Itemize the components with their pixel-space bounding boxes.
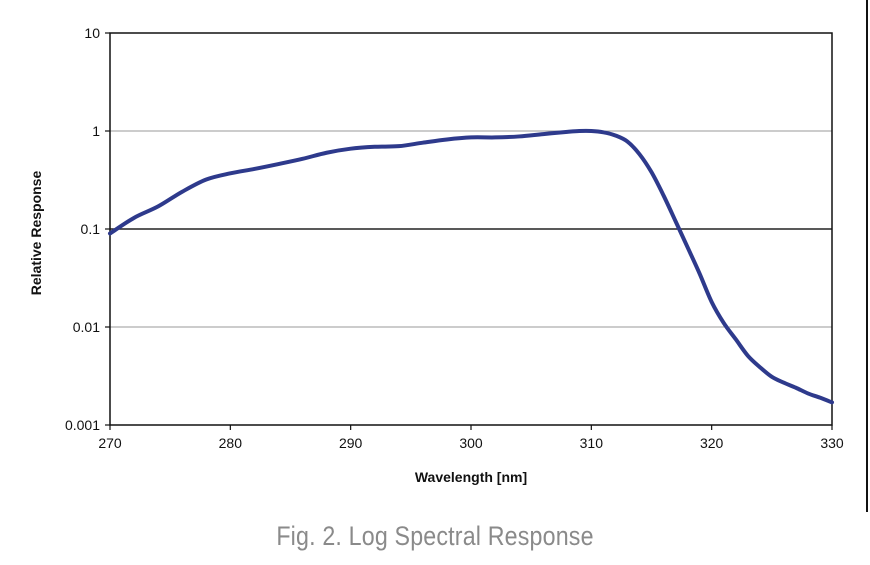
x-tick-label: 280: [219, 435, 243, 451]
y-tick-labels: 10 1 0.1 0.01 0.001: [65, 25, 110, 433]
series-line-0: [108, 128, 834, 405]
y-axis-label: Relative Response: [28, 171, 44, 296]
x-tick-label: 300: [459, 435, 483, 451]
y-tick-label: 0.001: [65, 417, 100, 433]
x-tick-label: 270: [98, 435, 122, 451]
chart-frame: 10 1 0.1 0.01 0.001 270 280 290 300 310 320 330 Wa…: [28, 0, 868, 512]
y-tick-label: 0.1: [81, 221, 101, 237]
x-tick-label: 320: [700, 435, 724, 451]
log-spectral-chart: 10 1 0.1 0.01 0.001 270 280 290 300 310 320 330 Wa…: [28, 0, 868, 512]
x-axis-label: Wavelength [nm]: [415, 469, 527, 485]
series-layer: [108, 128, 834, 405]
x-tick-labels: 270 280 290 300 310 320 330: [98, 425, 844, 451]
y-tick-label: 1: [92, 123, 100, 139]
y-tick-label: 0.01: [73, 319, 100, 335]
x-tick-label: 310: [580, 435, 604, 451]
y-tick-label: 10: [84, 25, 100, 41]
x-tick-label: 330: [820, 435, 844, 451]
figure-caption: Fig. 2. Log Spectral Response: [276, 521, 594, 551]
grid-layer: [110, 130, 832, 328]
x-tick-label: 290: [339, 435, 363, 451]
